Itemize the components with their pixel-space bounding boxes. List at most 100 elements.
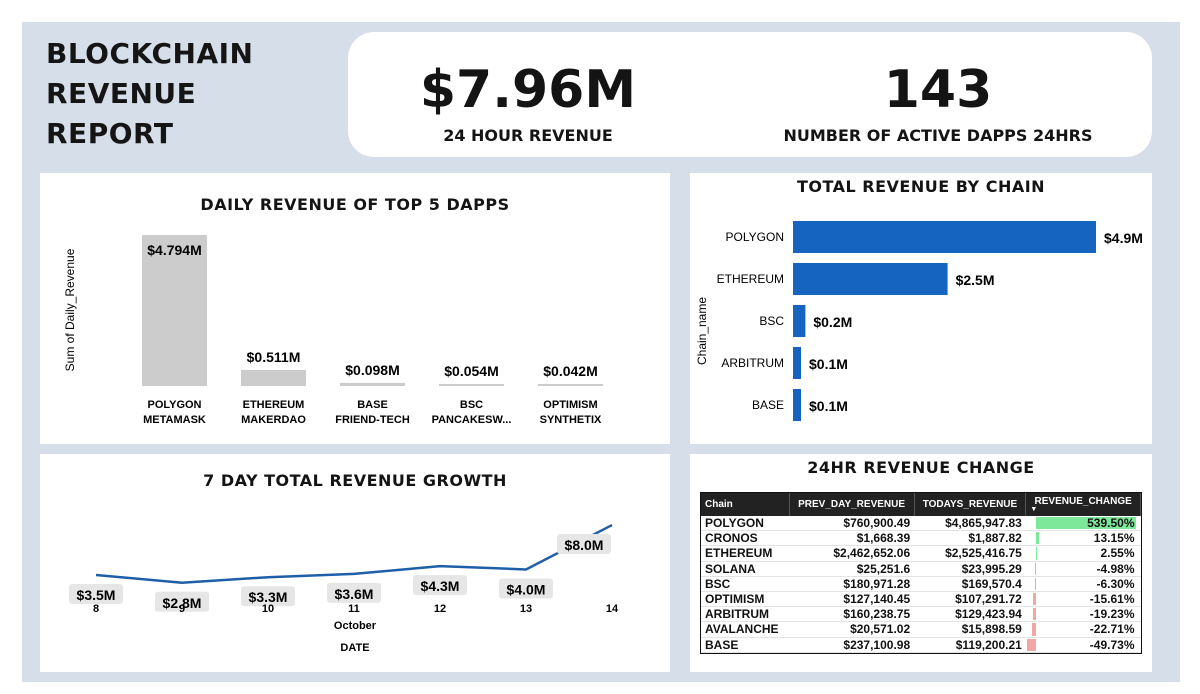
data-label-box bbox=[155, 591, 209, 612]
y-axis-label: Sum of Daily_Revenue bbox=[63, 248, 77, 371]
table-cell-change: -15.61% bbox=[1025, 591, 1141, 608]
x-tick-label: ETHEREUM bbox=[243, 399, 305, 411]
x-tick-label: BASE bbox=[357, 399, 388, 411]
change-value: -15.61% bbox=[1089, 592, 1135, 607]
chain-revenue-chart: Chain_name POLYGON $4.9M ETHEREUM $2.5M BSC $0… bbox=[695, 221, 1143, 421]
table-row: POLYGON $760,900.49 $4,865,947.83 539.50% bbox=[701, 516, 1141, 532]
kpi-value: 143 bbox=[883, 60, 993, 120]
series-line[interactable] bbox=[95, 523, 613, 585]
data-label: $4.0M bbox=[507, 581, 546, 597]
bar[interactable] bbox=[793, 347, 801, 379]
table-cell-chain: BSC bbox=[701, 576, 790, 593]
y-tick-label: POLYGON bbox=[726, 230, 784, 244]
data-label: $0.1M bbox=[809, 356, 848, 372]
change-value: -22.71% bbox=[1089, 622, 1135, 637]
data-label: $0.054M bbox=[444, 363, 498, 379]
table-row: CRONOS $1,668.39 $1,887.82 13.15% bbox=[701, 530, 1141, 547]
table-cell-prev: $25,251.6 bbox=[789, 561, 915, 577]
table-cell-prev: $237,100.98 bbox=[789, 637, 915, 653]
x-tick-label: 11 bbox=[348, 603, 360, 615]
data-label: $8.0M bbox=[565, 537, 604, 553]
table-cell-today: $129,423.94 bbox=[914, 606, 1026, 623]
x-tick-label: 8 bbox=[93, 603, 99, 615]
report-title-line: REPORT bbox=[46, 117, 174, 150]
x-tick-label: 14 bbox=[606, 603, 619, 615]
table-cell-today: $2,525,416.75 bbox=[914, 545, 1026, 562]
change-bar bbox=[1035, 562, 1037, 575]
table-cell-today: $1,887.82 bbox=[914, 530, 1026, 547]
table-cell-chain: SOLANA bbox=[701, 561, 790, 577]
table-cell-prev: $760,900.49 bbox=[789, 516, 915, 532]
x-tick-label: OPTIMISM bbox=[543, 399, 597, 411]
report-title: BLOCKCHAIN REVENUE REPORT bbox=[46, 34, 253, 154]
column-header-sorted[interactable]: REVENUE_CHANGE ▼ bbox=[1025, 493, 1141, 516]
x-tick-label: 12 bbox=[434, 603, 446, 615]
x-axis-label: DATE bbox=[340, 642, 369, 654]
report-title-line: BLOCKCHAIN bbox=[46, 37, 254, 70]
y-tick-label: ETHEREUM bbox=[717, 272, 784, 286]
kpi-card: $7.96M 24 HOUR REVENUE 143 NUMBER OF ACT… bbox=[348, 32, 1152, 157]
chart-title: 24HR REVENUE CHANGE bbox=[807, 458, 1035, 477]
table-cell-chain: OPTIMISM bbox=[701, 591, 790, 608]
bar[interactable] bbox=[793, 305, 806, 337]
bar[interactable] bbox=[439, 384, 504, 386]
chain-revenue-panel: TOTAL REVENUE BY CHAIN bbox=[690, 173, 1152, 444]
table-row: BSC $180,971.28 $169,570.4 -6.30% bbox=[701, 576, 1141, 593]
kpi-label: 24 HOUR REVENUE bbox=[443, 126, 613, 145]
bar[interactable] bbox=[793, 389, 801, 421]
y-tick-label: BSC bbox=[759, 314, 784, 328]
table-cell-chain: AVALANCHE bbox=[701, 621, 790, 638]
table-cell-today: $15,898.59 bbox=[914, 621, 1026, 638]
chart-title: TOTAL REVENUE BY CHAIN bbox=[796, 177, 1046, 196]
column-header[interactable]: TODAYS_REVENUE bbox=[914, 493, 1027, 516]
kpi-label: NUMBER OF ACTIVE DAPPS 24HRS bbox=[783, 126, 1093, 145]
sort-desc-icon: ▼ bbox=[1030, 506, 1038, 513]
data-label: $2.8M bbox=[163, 595, 202, 611]
bar[interactable] bbox=[340, 382, 405, 386]
table-cell-today: $107,291.72 bbox=[914, 591, 1026, 608]
table-cell-change: -49.73% bbox=[1025, 637, 1141, 653]
data-label: $4.3M bbox=[421, 578, 460, 594]
data-label-box bbox=[499, 578, 553, 599]
data-label-box bbox=[413, 575, 467, 596]
x-tick-label: 13 bbox=[520, 603, 532, 615]
data-label: $3.3M bbox=[249, 589, 288, 605]
table-cell-change: -22.71% bbox=[1025, 621, 1141, 638]
table-cell-chain: POLYGON bbox=[701, 516, 790, 532]
x-tick-label: FRIEND-TECH bbox=[335, 414, 410, 426]
x-tick-label: PANCAKESW... bbox=[432, 414, 512, 426]
change-value: -19.23% bbox=[1089, 607, 1135, 622]
table-row: ARBITRUM $160,238.75 $129,423.94 -19.23% bbox=[701, 606, 1141, 623]
change-bar bbox=[1034, 577, 1037, 591]
change-bar bbox=[1026, 638, 1037, 651]
data-label: $0.042M bbox=[543, 363, 597, 379]
change-bar bbox=[1032, 608, 1037, 621]
x-tick-label: MAKERDAO bbox=[241, 414, 306, 426]
column-header[interactable]: Chain bbox=[701, 493, 790, 516]
bar[interactable] bbox=[241, 369, 306, 386]
column-header[interactable]: PREV_DAY_REVENUE bbox=[789, 493, 915, 516]
table-cell-prev: $180,971.28 bbox=[789, 576, 915, 593]
data-label: $0.511M bbox=[247, 349, 301, 365]
x-tick-label: 10 bbox=[262, 603, 274, 615]
kpi-value: $7.96M bbox=[419, 60, 637, 120]
table-cell-today: $169,570.4 bbox=[914, 576, 1026, 593]
bar[interactable] bbox=[793, 221, 1096, 253]
bar[interactable] bbox=[538, 384, 603, 386]
table-cell-prev: $20,571.02 bbox=[789, 621, 915, 638]
data-label: $0.098M bbox=[345, 362, 399, 378]
change-value: -6.30% bbox=[1096, 576, 1135, 591]
daily-revenue-chart: Sum of Daily_Revenue $4.794M POLYGON METAMA… bbox=[63, 235, 603, 426]
bar[interactable] bbox=[142, 235, 207, 386]
change-bar bbox=[1036, 532, 1039, 545]
change-value: 2.55% bbox=[1100, 546, 1135, 561]
table-cell-change: -6.30% bbox=[1025, 576, 1141, 593]
x-tick-label: 9 bbox=[179, 603, 185, 615]
bar[interactable] bbox=[793, 263, 948, 295]
table-cell-prev: $160,238.75 bbox=[789, 606, 915, 623]
table-cell-prev: $127,140.45 bbox=[789, 591, 915, 608]
table-cell-change: 2.55% bbox=[1025, 545, 1141, 562]
kpi-active-dapps: 143 NUMBER OF ACTIVE DAPPS 24HRS bbox=[768, 32, 1108, 145]
table-row: AVALANCHE $20,571.02 $15,898.59 -22.71% bbox=[701, 621, 1141, 638]
